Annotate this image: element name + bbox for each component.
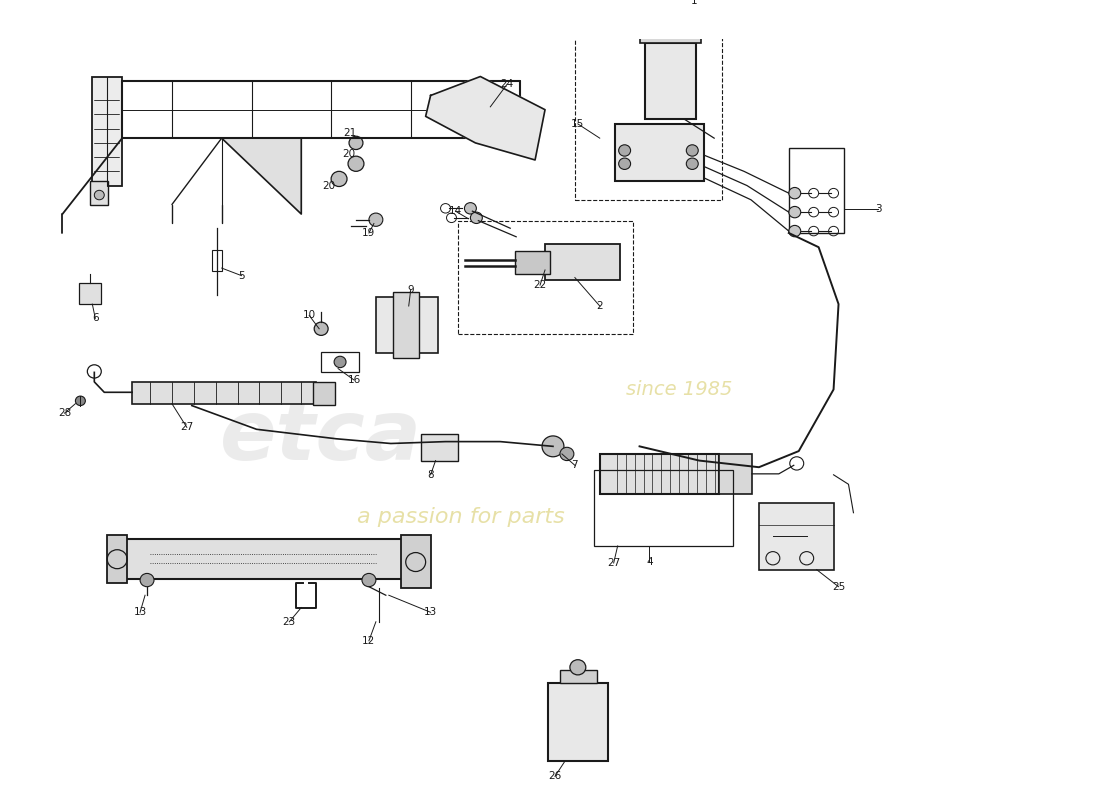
Bar (759, 503, 834, 570)
Bar (79, 283, 101, 304)
Circle shape (618, 145, 630, 156)
Bar (459, 221, 632, 334)
Bar (544, 244, 619, 280)
Bar (594, 470, 733, 546)
Text: 5: 5 (239, 270, 245, 281)
Circle shape (471, 212, 482, 223)
Text: 7: 7 (572, 460, 579, 470)
Polygon shape (426, 77, 544, 160)
Text: etca: etca (220, 396, 422, 478)
Bar (314, 382, 336, 405)
Circle shape (686, 158, 698, 170)
Circle shape (368, 213, 383, 226)
Circle shape (618, 158, 630, 170)
Bar (789, 148, 844, 233)
Bar (122, 539, 406, 579)
Text: 13: 13 (133, 607, 146, 618)
Circle shape (686, 145, 698, 156)
Text: a passion for parts: a passion for parts (356, 507, 564, 527)
Circle shape (348, 156, 364, 171)
Circle shape (570, 660, 586, 675)
Bar (615, 124, 704, 181)
Bar (321, 351, 359, 372)
Bar (560, 670, 597, 683)
Circle shape (789, 206, 801, 218)
Text: 26: 26 (548, 771, 562, 782)
Text: 19: 19 (362, 228, 375, 238)
Circle shape (349, 136, 363, 150)
Text: 2: 2 (596, 301, 603, 311)
Bar (654, 15, 686, 24)
Bar (211, 250, 222, 271)
Text: 15: 15 (571, 119, 584, 129)
Circle shape (76, 396, 86, 406)
Text: 8: 8 (427, 470, 433, 480)
Circle shape (362, 574, 376, 586)
Circle shape (95, 190, 104, 200)
Circle shape (560, 447, 574, 461)
Text: 13: 13 (424, 607, 437, 618)
Bar (515, 251, 550, 274)
Text: 25: 25 (832, 582, 845, 592)
Text: 10: 10 (302, 310, 316, 321)
Bar (376, 297, 438, 354)
Text: 3: 3 (874, 204, 881, 214)
Text: 6: 6 (92, 314, 99, 323)
Text: 12: 12 (362, 636, 375, 646)
Text: 4: 4 (646, 557, 652, 567)
Text: 28: 28 (58, 408, 72, 418)
Circle shape (334, 356, 346, 368)
Text: since 1985: since 1985 (626, 380, 733, 399)
Text: 20: 20 (342, 150, 355, 159)
Text: 27: 27 (180, 422, 194, 432)
Circle shape (789, 187, 801, 199)
Bar (719, 454, 752, 494)
Polygon shape (222, 138, 301, 214)
Circle shape (789, 226, 801, 237)
Circle shape (315, 322, 328, 335)
Bar (107, 535, 128, 583)
Bar (400, 535, 430, 588)
Circle shape (542, 436, 564, 457)
Bar (600, 454, 719, 494)
Bar (132, 382, 316, 404)
Bar (393, 292, 419, 358)
Bar (420, 434, 459, 461)
Text: 23: 23 (283, 617, 296, 626)
Text: 20: 20 (322, 181, 335, 190)
Circle shape (464, 202, 476, 214)
Text: 14: 14 (449, 206, 462, 216)
Text: 22: 22 (534, 280, 547, 290)
Text: 27: 27 (607, 558, 620, 568)
Text: 16: 16 (348, 375, 361, 385)
Circle shape (140, 574, 154, 586)
Text: 9: 9 (407, 285, 414, 295)
Bar (575, 0, 722, 200)
Circle shape (331, 171, 346, 186)
Bar (645, 43, 696, 119)
Text: 21: 21 (343, 129, 356, 138)
Bar (92, 77, 122, 186)
Text: 1: 1 (691, 0, 697, 6)
Bar (90, 181, 108, 205)
Bar (548, 683, 607, 761)
Bar (639, 24, 701, 43)
Text: 24: 24 (500, 79, 514, 89)
